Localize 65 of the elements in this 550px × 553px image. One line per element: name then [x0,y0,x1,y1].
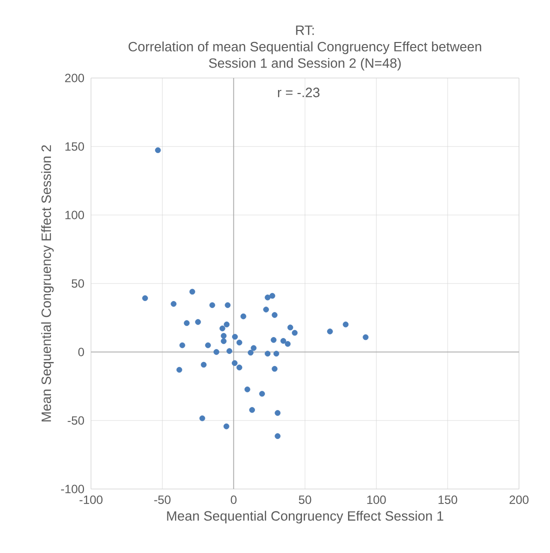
point [232,334,238,340]
chart-title: RT: Correlation of mean Sequential Congruency Effect between Session 1 and Session 2 (N=48) [128,26,482,70]
point [176,366,182,373]
point [270,337,277,343]
point [232,360,238,366]
point [219,326,226,332]
point [284,341,291,347]
point [170,301,177,307]
y-tick-label: 150 [65,142,84,151]
point [273,350,280,357]
point [189,288,196,295]
x-tick-label: 100 [367,496,386,504]
point [236,340,242,346]
y-tick-label: 50 [72,279,84,288]
point [220,332,227,339]
point [199,415,206,422]
point [362,334,369,340]
point [259,390,265,397]
point [205,342,211,348]
x-tick-label: -50 [154,496,171,504]
point [274,433,281,440]
point [214,349,220,355]
point [272,366,278,372]
point [195,319,201,325]
point [274,410,281,416]
y-tick-label: -100 [61,484,84,494]
y-tick-label: 0 [78,348,84,356]
point [155,147,161,154]
point [280,338,286,344]
point [250,345,257,351]
point [272,312,278,318]
point [342,322,349,328]
annotation: r = -.23 [278,88,320,98]
point [179,342,186,348]
x-tick-label: -100 [80,496,102,504]
point [244,386,250,392]
y-tick-label: 100 [65,210,84,220]
y-tick-label: -50 [68,416,84,425]
point [220,338,227,344]
x-tick-label: 150 [438,496,458,504]
point [209,302,216,308]
point [292,330,298,336]
point [236,364,242,370]
y-tick-label: 200 [65,74,84,82]
point [142,295,148,302]
x-tick-label: 50 [298,496,312,504]
point [327,328,333,334]
point [264,350,271,357]
point [184,320,190,326]
point [240,313,246,320]
point [224,302,231,308]
point [223,423,230,430]
point [264,294,271,300]
point [224,322,230,328]
point [263,306,269,312]
point [269,292,276,299]
y-axis-title: Mean Sequential Congruency Effect Session 2 [41,145,54,422]
point [287,324,294,330]
point [226,348,232,354]
x-tick-label: 200 [510,496,529,504]
point [200,362,207,368]
point [248,350,254,356]
x-tick-label: 0 [230,496,237,504]
x-axis-title: Mean Sequential Congruency Effect Session 1 [167,510,444,524]
point [249,407,255,413]
